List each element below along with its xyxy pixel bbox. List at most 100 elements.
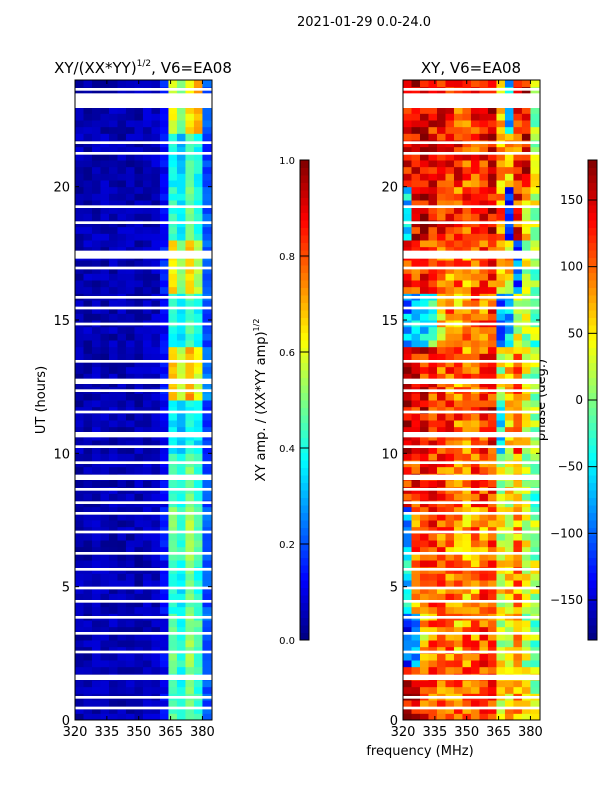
heatmap-cell xyxy=(142,580,152,588)
heatmap-cell xyxy=(185,646,195,654)
heatmap-cell xyxy=(185,240,195,248)
heatmap-cell xyxy=(521,426,531,434)
heatmap-cell xyxy=(487,586,497,594)
heatmap-cell xyxy=(125,373,135,381)
heatmap-cell xyxy=(470,406,480,414)
heatmap-cell xyxy=(176,306,186,314)
heatmap-cell xyxy=(185,406,195,414)
heatmap-cell xyxy=(403,580,412,588)
heatmap-cell xyxy=(521,133,531,141)
heatmap-cell xyxy=(168,333,178,341)
heatmap-cell xyxy=(428,453,438,461)
heatmap-cell xyxy=(185,160,195,168)
heatmap-cell xyxy=(176,493,186,501)
heatmap-cell xyxy=(513,233,523,241)
heatmap-cell xyxy=(125,580,135,588)
heatmap-cell xyxy=(513,206,523,214)
heatmap-cell xyxy=(151,680,161,688)
heatmap-cell xyxy=(134,133,144,141)
colorbar-segment xyxy=(300,182,309,191)
heatmap-cell xyxy=(108,620,118,628)
heatmap-cell xyxy=(202,606,212,614)
heatmap-cell xyxy=(411,686,421,694)
heatmap-cell xyxy=(496,180,506,188)
heatmap-cell xyxy=(403,646,412,654)
heatmap-cell xyxy=(521,573,531,581)
heatmap-cell xyxy=(117,666,127,674)
heatmap-cell xyxy=(185,633,195,641)
heatmap-cell xyxy=(142,713,152,721)
heatmap-cell xyxy=(176,580,186,588)
heatmap-cell xyxy=(445,453,455,461)
heatmap-cell xyxy=(411,666,421,674)
colorbar-segment xyxy=(300,400,309,408)
heatmap-cell xyxy=(100,153,110,161)
heatmap-cell xyxy=(453,146,463,154)
heatmap-cell xyxy=(479,440,489,448)
heatmap-cell xyxy=(151,333,161,341)
heatmap-cell xyxy=(453,233,463,241)
heatmap-cell xyxy=(193,326,203,334)
heatmap-cell xyxy=(470,393,480,401)
heatmap-cell xyxy=(479,593,489,601)
heatmap-cell xyxy=(83,493,93,501)
heatmap-cell xyxy=(513,186,523,194)
colorbar-segment xyxy=(300,317,309,326)
heatmap-cell xyxy=(419,526,429,534)
heatmap-cell xyxy=(436,600,446,608)
heatmap-cell xyxy=(411,586,421,594)
heatmap-cell xyxy=(496,593,506,601)
heatmap-cell xyxy=(151,280,161,288)
heatmap-cell xyxy=(202,353,212,361)
heatmap-cell xyxy=(202,213,212,221)
heatmap-cell xyxy=(134,553,144,561)
heatmap-cell xyxy=(117,226,127,234)
heatmap-cell xyxy=(168,246,178,254)
heatmap-cell xyxy=(530,573,540,581)
heatmap-cell xyxy=(91,680,101,688)
heatmap-cell xyxy=(202,493,212,501)
heatmap-cell xyxy=(91,106,101,114)
heatmap-cell xyxy=(462,373,472,381)
heatmap-cell xyxy=(419,306,429,314)
heatmap-cell xyxy=(75,373,84,381)
heatmap-cell xyxy=(108,173,118,181)
heatmap-cell xyxy=(513,326,523,334)
heatmap-cell xyxy=(134,406,144,414)
heatmap-cell xyxy=(159,620,169,628)
heatmap-cell xyxy=(521,80,531,88)
heatmap-cell xyxy=(100,506,110,514)
heatmap-cell xyxy=(479,173,489,181)
heatmap-cell xyxy=(530,600,540,608)
heatmap-cell xyxy=(134,540,144,548)
heatmap-cell xyxy=(185,606,195,614)
heatmap-cell xyxy=(125,346,135,354)
heatmap-cell xyxy=(428,80,438,88)
heatmap-cell xyxy=(142,260,152,268)
heatmap-cell xyxy=(487,646,497,654)
heatmap-cell xyxy=(419,233,429,241)
heatmap-cell xyxy=(513,633,523,641)
heatmap-cell xyxy=(419,180,429,188)
heatmap-cell xyxy=(108,646,118,654)
heatmap-cell xyxy=(108,553,118,561)
heatmap-cell xyxy=(151,493,161,501)
heatmap-cell xyxy=(185,280,195,288)
heatmap-cell xyxy=(142,300,152,308)
heatmap-cell xyxy=(185,453,195,461)
flagged-band xyxy=(403,600,540,603)
heatmap-cell xyxy=(100,593,110,601)
heatmap-cell xyxy=(496,606,506,614)
heatmap-cell xyxy=(75,466,84,474)
heatmap-cell xyxy=(419,240,429,248)
heatmap-cell xyxy=(487,600,497,608)
heatmap-cell xyxy=(193,700,203,708)
heatmap-cell xyxy=(108,273,118,281)
heatmap-cell xyxy=(513,586,523,594)
heatmap-cell xyxy=(91,573,101,581)
heatmap-cell xyxy=(176,680,186,688)
heatmap-cell xyxy=(403,506,412,514)
heatmap-cell xyxy=(193,133,203,141)
colorbar-segment xyxy=(300,610,309,618)
heatmap-cell xyxy=(100,286,110,294)
